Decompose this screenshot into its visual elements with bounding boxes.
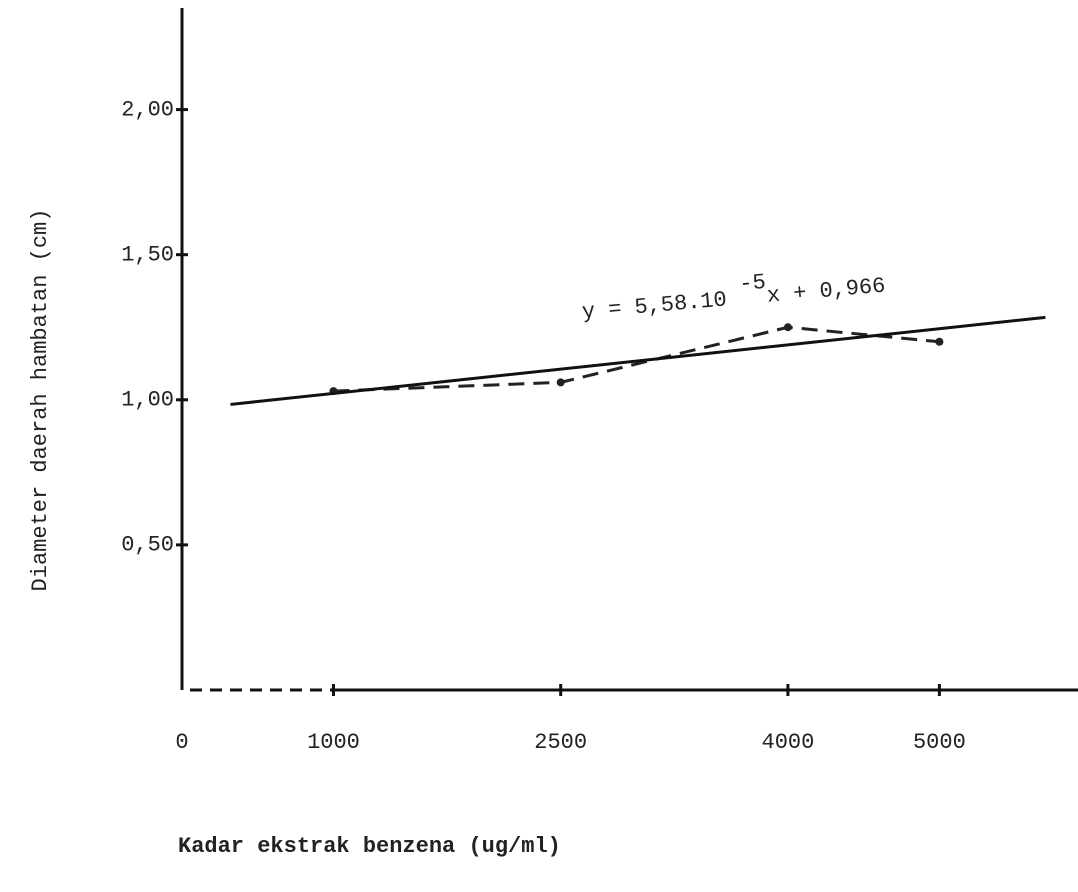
- data-point: [556, 378, 565, 387]
- x-tick-label: 5000: [913, 730, 966, 755]
- equation: y = 5,58.10 -5x + 0,966: [580, 259, 887, 324]
- x-tick-label: 0: [175, 730, 188, 755]
- y-tick-label: 0,50: [121, 533, 174, 558]
- data-point: [783, 323, 792, 332]
- y-tick-label: 1,50: [121, 242, 174, 267]
- y-axis-label: Diameter daerah hambatan (cm): [28, 209, 53, 592]
- y-tick-label: 1,00: [121, 388, 174, 413]
- data-point: [935, 337, 944, 346]
- equation-exponent: -5: [738, 270, 766, 297]
- x-axis-label: Kadar ekstrak benzena (ug/ml): [178, 834, 561, 859]
- x-tick-label: 4000: [762, 730, 815, 755]
- data-line: [333, 325, 940, 393]
- y-tick-label: 2,00: [121, 97, 174, 122]
- equation-base: y = 5,58.10: [581, 287, 728, 325]
- fit-line: [230, 315, 1046, 406]
- x-tick-label: 2500: [534, 730, 587, 755]
- equation-rest: x + 0,966: [766, 273, 887, 308]
- x-tick-label: 1000: [307, 730, 360, 755]
